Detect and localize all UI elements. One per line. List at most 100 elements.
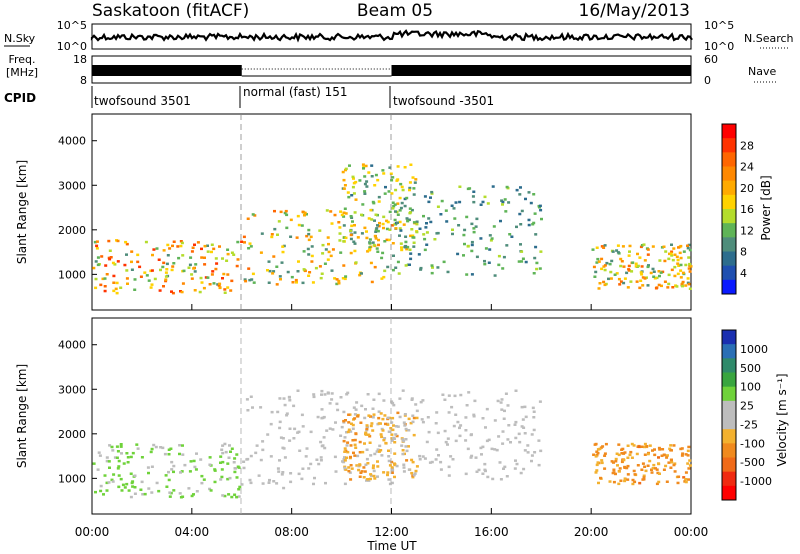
velocity-pixel <box>499 401 503 404</box>
velocity-pixel <box>404 438 408 441</box>
power-pixel <box>360 272 363 275</box>
power-pixel <box>244 279 248 283</box>
velocity-pixel <box>372 469 376 473</box>
power-pixel <box>669 252 673 255</box>
power-pixel <box>504 210 508 213</box>
velocity-pixel <box>619 479 623 482</box>
power-pixel <box>342 187 346 190</box>
power-pixel <box>677 264 681 267</box>
power-pixel <box>639 245 643 249</box>
velocity-pixel <box>594 455 598 458</box>
power-pixel <box>501 200 505 204</box>
velocity-pixel <box>475 470 479 473</box>
velocity-pixel <box>390 433 394 436</box>
power-pixel <box>452 207 456 210</box>
power-pixel <box>374 173 378 177</box>
velocity-pixel <box>459 393 463 397</box>
power-pixel <box>286 270 290 274</box>
velocity-pixel <box>334 421 337 424</box>
velocity-pixel <box>626 464 630 468</box>
velocity-pixel <box>684 480 688 484</box>
velocity-pixel <box>108 444 112 447</box>
velocity-pixel <box>219 478 223 481</box>
power-pixel <box>387 238 391 242</box>
velocity-pixel <box>657 462 660 465</box>
power-pixel <box>425 231 429 234</box>
power-pixel <box>301 281 305 285</box>
velocity-pixel <box>616 464 619 467</box>
velocity-pixel <box>396 411 400 415</box>
velocity-pixel <box>346 441 350 444</box>
velocity-pixel <box>653 448 656 451</box>
velocity-pixel <box>614 457 618 461</box>
power-pixel <box>408 207 412 210</box>
power-pixel <box>519 223 523 226</box>
power-pixel <box>651 267 655 271</box>
velocity-pixel <box>269 455 273 458</box>
power-pixel <box>225 259 229 262</box>
power-pixel <box>617 277 621 281</box>
power-pixel <box>362 167 365 170</box>
velocity-pixel <box>270 410 274 414</box>
power-pixel <box>358 273 362 277</box>
power-pixel <box>404 264 408 267</box>
velocity-pixel <box>136 447 140 450</box>
colorbar-swatch <box>722 209 736 224</box>
freq-left-tick-bottom: 8 <box>80 74 87 87</box>
velocity-pixel <box>450 405 454 409</box>
power-pixel <box>350 216 354 219</box>
power-pixel <box>411 176 415 179</box>
velocity-pixel <box>623 479 627 483</box>
velocity-pixel <box>238 485 242 489</box>
velocity-pixel <box>267 481 271 484</box>
power-pixel <box>622 281 626 285</box>
colorbar-tick-label: 25 <box>740 400 754 413</box>
power-pixel <box>367 217 371 220</box>
velocity-pixel <box>376 460 379 463</box>
power-pixel <box>346 191 350 194</box>
velocity-pixel <box>410 397 414 400</box>
velocity-pixel <box>415 416 419 420</box>
power-pixel <box>412 241 416 244</box>
power-pixel <box>306 247 310 251</box>
velocity-pixel <box>633 480 637 484</box>
velocity-pixel <box>309 462 313 466</box>
velocity-pixel <box>654 467 657 470</box>
velocity-pixel <box>387 459 391 463</box>
velocity-pixel <box>220 448 224 451</box>
power-pixel <box>204 276 208 279</box>
power-pixel <box>143 271 147 274</box>
velocity-pixel <box>391 428 395 432</box>
power-pixel <box>505 185 509 189</box>
velocity-pixel <box>644 469 648 473</box>
velocity-pixel <box>403 452 406 456</box>
power-pixel <box>99 283 103 287</box>
velocity-pixel <box>159 446 163 449</box>
power-pixel <box>342 211 346 214</box>
velocity-pixel <box>140 456 144 459</box>
power-pixel <box>218 245 221 248</box>
power-pixel <box>399 242 403 245</box>
power-pixel <box>676 258 680 262</box>
velocity-pixel <box>343 466 347 470</box>
power-pixel <box>688 270 692 273</box>
power-pixel <box>282 244 286 248</box>
date-title: 16/May/2013 <box>579 1 691 21</box>
power-pixel <box>667 257 671 261</box>
power-pixel <box>147 279 151 282</box>
velocity-pixel <box>130 481 134 485</box>
velocity-pixel <box>407 429 411 432</box>
velocity-pixel <box>282 447 286 450</box>
velocity-pixel <box>283 456 287 459</box>
power-pixel <box>260 232 264 235</box>
velocity-pixel <box>358 440 362 444</box>
velocity-pixel <box>342 419 346 423</box>
power-pixel <box>335 282 339 286</box>
power-pixel <box>419 266 423 270</box>
power-pixel <box>628 244 632 248</box>
power-pixel <box>337 282 341 285</box>
power-pixel <box>222 272 226 276</box>
velocity-pixel <box>357 468 361 472</box>
power-pixel <box>670 243 673 246</box>
velocity-pixel <box>330 392 334 395</box>
